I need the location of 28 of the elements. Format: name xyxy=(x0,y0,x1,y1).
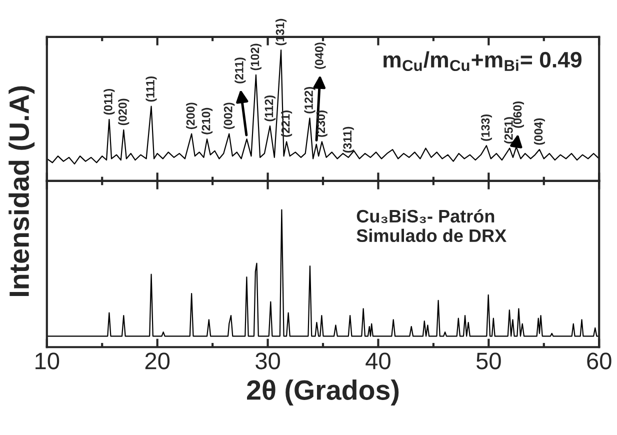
annotation: (221) xyxy=(281,110,292,137)
annotation: (002) xyxy=(224,102,235,130)
x-tick-label: 10 xyxy=(36,352,60,370)
annotation: (020) xyxy=(118,98,130,126)
annotation: Cu₃BiS₃- Patrón Simulado de DRX xyxy=(356,209,506,242)
y-axis-title: Intensidad (U.A) xyxy=(8,86,35,296)
annotation: (251) xyxy=(504,117,516,144)
annotation: (111) xyxy=(146,76,157,102)
x-tick-label: 30 xyxy=(256,352,280,370)
annotation: (102) xyxy=(250,44,262,70)
x-tick-label: 40 xyxy=(366,352,390,370)
annotation: m$_{Cu}$/m$_{Cu}$+m$_{Bi}$= 0.49 xyxy=(384,51,582,72)
x-axis-title: 2θ (Grados) xyxy=(247,380,399,406)
x-tick-label: 50 xyxy=(476,352,501,370)
annotation: (200) xyxy=(186,102,198,130)
annotation: (011) xyxy=(104,88,115,115)
annotation: (112) xyxy=(264,95,276,122)
x-tick-label: 60 xyxy=(587,352,612,370)
annotation: (230) xyxy=(316,110,328,137)
annotation: (210) xyxy=(202,108,213,134)
annotation: (211) xyxy=(234,58,246,84)
annotation: (133) xyxy=(480,114,492,141)
annotation: (004) xyxy=(534,118,545,145)
annotation: (040) xyxy=(314,42,326,69)
annotation: (311) xyxy=(342,126,354,153)
annotation: (122) xyxy=(304,86,316,114)
annotation: (060) xyxy=(512,101,524,128)
x-tick-label: 20 xyxy=(145,352,170,370)
